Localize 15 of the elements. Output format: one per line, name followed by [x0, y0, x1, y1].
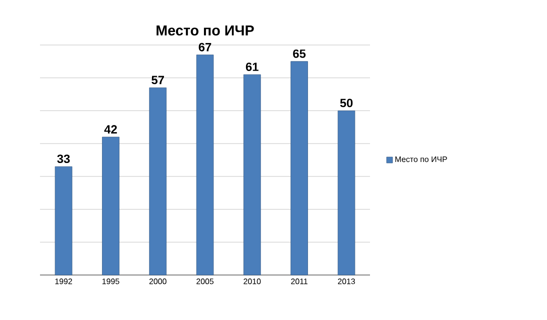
data-label: 65: [293, 49, 306, 58]
bar: [102, 136, 120, 276]
bar: [243, 74, 261, 276]
bar: [196, 54, 214, 276]
data-label: 57: [152, 76, 164, 84]
data-label: 50: [340, 98, 353, 108]
bar: [290, 61, 308, 276]
data-label: 61: [246, 62, 258, 72]
bar: [338, 110, 356, 276]
bar: [149, 88, 167, 276]
bar: [54, 166, 72, 276]
data-label: 33: [57, 154, 70, 164]
data-label: 42: [104, 125, 117, 134]
chart-title: Место по ИЧР: [156, 25, 254, 36]
data-label: 67: [198, 42, 212, 52]
